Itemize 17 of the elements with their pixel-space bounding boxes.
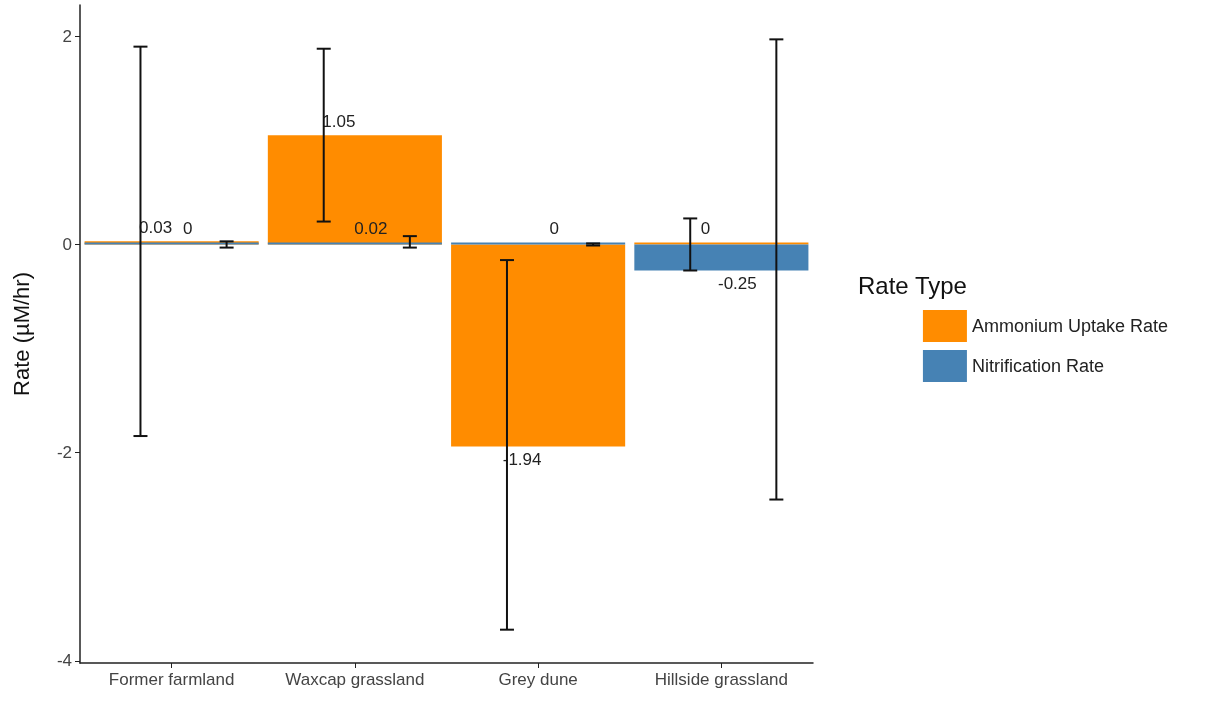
y-tick-label: -4: [56, 651, 72, 671]
x-tick-label: Former farmland: [108, 670, 235, 689]
x-tick-label: Grey dune: [498, 670, 578, 689]
data-label: 0: [549, 219, 559, 239]
y-axis-title: Rate (µM/hr): [8, 272, 34, 396]
y-tick-label: 2: [62, 26, 72, 46]
data-label: 0: [182, 219, 193, 239]
data-label: -0.25: [718, 274, 757, 294]
x-tick-label: Waxcap grassland: [285, 670, 425, 689]
y-tick-label: 0: [62, 234, 72, 254]
data-label: 0: [700, 219, 711, 239]
legend-label: Ammonium Uptake Rate: [971, 316, 1168, 336]
y-tick-label: -2: [56, 443, 72, 463]
x-tick-label: Hillside grassland: [654, 670, 788, 689]
legend-label: Nitrification Rate: [971, 356, 1104, 376]
data-label: 0.02: [354, 219, 388, 239]
legend-title: Rate Type: [858, 271, 967, 299]
